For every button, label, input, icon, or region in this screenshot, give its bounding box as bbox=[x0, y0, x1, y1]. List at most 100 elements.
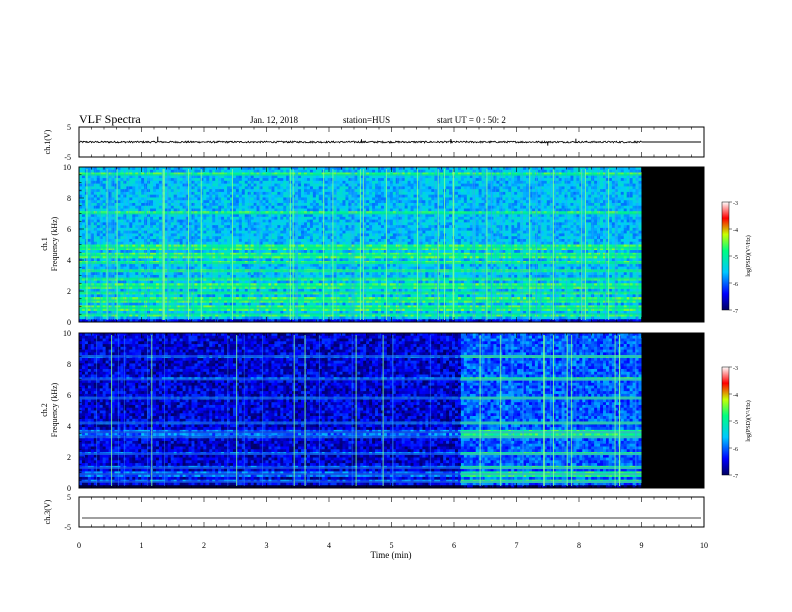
spectrogram-cell bbox=[241, 233, 246, 237]
spectrogram-cell bbox=[126, 197, 130, 201]
spectrogram-cell bbox=[306, 202, 311, 207]
spectrogram-cell bbox=[301, 230, 305, 234]
spectrogram-cell bbox=[141, 255, 145, 259]
spectrogram-cell bbox=[309, 288, 314, 292]
spectrogram-cell bbox=[262, 266, 266, 270]
spectrogram-cell bbox=[312, 238, 317, 243]
spectrogram-cell bbox=[79, 266, 83, 270]
spectrogram-cell bbox=[87, 227, 92, 232]
spectrogram-cell bbox=[135, 175, 139, 179]
spectrogram-cell bbox=[150, 247, 154, 251]
spectrogram-cell bbox=[330, 189, 334, 193]
spectrogram-cell bbox=[111, 191, 115, 196]
spectrogram-cell bbox=[108, 297, 112, 301]
spectrogram-cell bbox=[132, 225, 136, 229]
spectrogram-cell bbox=[259, 233, 263, 237]
spectrogram-cell bbox=[87, 180, 92, 185]
spectrogram-cell bbox=[197, 250, 201, 254]
spectrogram-cell bbox=[87, 258, 92, 262]
spectrogram-cell bbox=[312, 294, 317, 298]
spectrogram-cell bbox=[215, 302, 219, 306]
spectrogram-cell bbox=[256, 208, 260, 212]
spectrogram-cell bbox=[141, 274, 145, 279]
spectrogram-cell bbox=[301, 266, 305, 270]
spectrogram-cell bbox=[117, 202, 121, 207]
spectrogram-cell bbox=[90, 167, 95, 171]
spectrogram-cell bbox=[176, 175, 181, 179]
spectrogram-cell bbox=[212, 310, 216, 315]
spectrogram-cell bbox=[292, 189, 296, 193]
spectrogram-cell bbox=[280, 186, 284, 190]
spectrogram-cell bbox=[224, 310, 228, 315]
spectrogram-cell bbox=[306, 225, 311, 229]
spectrogram-cell bbox=[215, 286, 219, 290]
spectrogram-cell bbox=[194, 297, 198, 301]
spectrogram-cell bbox=[111, 247, 115, 251]
spectrogram-cell bbox=[87, 305, 92, 309]
spectrogram-cell bbox=[259, 178, 263, 182]
spectrogram-cell bbox=[176, 205, 181, 209]
spectrogram-cell bbox=[306, 250, 311, 254]
spectrogram-cell bbox=[227, 313, 231, 317]
spectrogram-cell bbox=[150, 294, 154, 298]
spectrogram-cell bbox=[197, 175, 201, 179]
spectrogram-cell bbox=[330, 288, 334, 292]
spectrogram-cell bbox=[265, 286, 269, 290]
spectrogram-cell bbox=[238, 238, 243, 243]
spectrogram-cell bbox=[274, 167, 278, 171]
spectrogram-cell bbox=[155, 222, 160, 226]
spectrogram-cell bbox=[90, 288, 95, 292]
spectrogram-cell bbox=[301, 258, 305, 262]
spectrogram-cell bbox=[259, 189, 263, 193]
spectrogram-cell bbox=[153, 286, 157, 290]
spectrogram-cell bbox=[138, 255, 142, 259]
spectrogram-cell bbox=[227, 202, 231, 207]
spectrogram-cell bbox=[232, 222, 237, 226]
spectrogram-cell bbox=[87, 169, 92, 173]
spectrogram-cell bbox=[212, 202, 216, 207]
spectrogram-cell bbox=[170, 316, 175, 320]
spectrogram-cell bbox=[108, 227, 112, 232]
spectrogram-cell bbox=[227, 302, 231, 306]
spectrogram-cell bbox=[265, 191, 269, 196]
spectrogram-cell bbox=[259, 316, 263, 320]
spectrogram-cell bbox=[138, 191, 142, 196]
spectrogram-cell bbox=[304, 225, 308, 229]
spectrogram-cell bbox=[330, 297, 334, 301]
spectrogram-cell bbox=[289, 308, 293, 312]
spectrogram-cell bbox=[318, 286, 323, 290]
spectrogram-cell bbox=[215, 266, 219, 270]
spectrogram-cell bbox=[111, 305, 115, 309]
spectrogram-cell bbox=[312, 305, 317, 309]
spectrogram-cell bbox=[215, 319, 219, 323]
spectrogram-cell bbox=[218, 316, 222, 320]
spectrogram-cell bbox=[227, 197, 231, 201]
spectrogram-cell bbox=[235, 244, 240, 248]
spectrogram-cell bbox=[324, 202, 329, 207]
spectrogram-cell bbox=[315, 241, 320, 245]
spectrogram-cell bbox=[153, 308, 157, 312]
spectrogram-cell bbox=[277, 310, 281, 315]
spectrogram-cell bbox=[330, 266, 334, 270]
spectrogram-cell bbox=[244, 167, 249, 171]
spectrogram-cell bbox=[292, 167, 296, 171]
spectrogram-cell bbox=[265, 297, 269, 301]
spectrogram-cell bbox=[280, 236, 284, 240]
spectrogram-cell bbox=[102, 208, 107, 212]
spectrogram-cell bbox=[271, 283, 275, 287]
spectrogram-cell bbox=[292, 258, 296, 262]
spectrogram-cell bbox=[318, 175, 323, 179]
spectrogram-cell bbox=[138, 250, 142, 254]
spectrogram-cell bbox=[238, 266, 243, 270]
spectrogram-cell bbox=[312, 302, 317, 306]
spectrogram-cell bbox=[312, 230, 317, 234]
spectrogram-cell bbox=[99, 219, 104, 223]
spectrogram-cell bbox=[132, 310, 136, 315]
spectrogram-cell bbox=[99, 244, 104, 248]
spectrogram-cell bbox=[120, 250, 124, 254]
spectrogram-cell bbox=[167, 216, 172, 220]
spectrogram-cell bbox=[224, 266, 228, 270]
spectrogram-cell bbox=[306, 205, 311, 209]
spectrogram-cell bbox=[306, 200, 311, 204]
spectrogram-cell bbox=[179, 266, 184, 270]
